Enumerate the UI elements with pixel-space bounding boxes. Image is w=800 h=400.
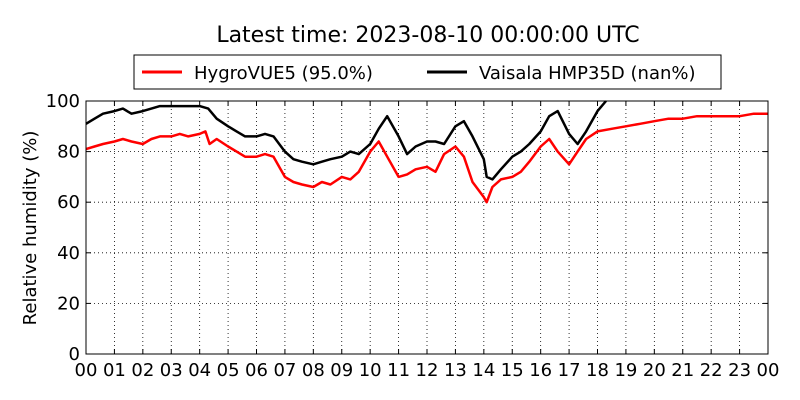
legend-label-hygrovue5: HygroVUE5 (95.0%) — [194, 63, 373, 84]
x-tick-label: 11 — [387, 360, 410, 381]
grid-lines — [86, 101, 768, 354]
x-tick-label: 07 — [273, 360, 296, 381]
plot-area-frame — [85, 100, 769, 355]
x-tick-label: 21 — [671, 360, 694, 381]
y-tick-labels: 0 20 40 60 80 100 — [46, 91, 80, 365]
y-tick-label: 40 — [57, 243, 80, 264]
series-line-vaisala — [85, 100, 607, 181]
x-tick-label: 14 — [472, 360, 495, 381]
x-tick-label: 22 — [700, 360, 723, 381]
x-tick-label: 05 — [217, 360, 240, 381]
y-tick-label: 20 — [57, 293, 80, 314]
x-tick-label: 03 — [160, 360, 183, 381]
x-tick-label: 23 — [728, 360, 751, 381]
y-tick-label: 0 — [69, 344, 80, 365]
x-tick-label: 01 — [103, 360, 126, 381]
x-tick-label: 20 — [643, 360, 666, 381]
chart-title: Latest time: 2023-08-10 00:00:00 UTC — [216, 23, 639, 48]
x-tick-label: 02 — [131, 360, 154, 381]
x-tick-label: 18 — [586, 360, 609, 381]
axis-ticks — [85, 100, 769, 355]
legend-label-vaisala: Vaisala HMP35D (nan%) — [479, 63, 696, 84]
y-tick-label: 80 — [57, 142, 80, 163]
x-tick-label: 12 — [416, 360, 439, 381]
x-tick-label: 00 — [75, 360, 98, 381]
x-tick-label: 17 — [558, 360, 581, 381]
x-tick-label: 04 — [188, 360, 211, 381]
x-tick-label: 16 — [529, 360, 552, 381]
x-tick-label: 13 — [444, 360, 467, 381]
x-tick-labels: 00 01 02 03 04 05 06 07 08 09 10 11 12 13 14 15 16 17 18 19… — [75, 360, 780, 381]
y-tick-label: 60 — [57, 192, 80, 213]
x-tick-label: 09 — [330, 360, 353, 381]
y-tick-label: 100 — [46, 91, 80, 112]
x-tick-label: 19 — [614, 360, 637, 381]
x-tick-label: 08 — [302, 360, 325, 381]
series-layer — [85, 100, 768, 204]
x-tick-label: 15 — [501, 360, 524, 381]
x-tick-label: 10 — [359, 360, 382, 381]
x-tick-label: 06 — [245, 360, 268, 381]
legend: HygroVUE5 (95.0%) Vaisala HMP35D (nan%) — [133, 54, 722, 90]
y-axis-label: Relative humidity (%) — [20, 131, 41, 326]
series-line-hygrovue5 — [85, 112, 768, 204]
x-tick-label: 00 — [757, 360, 780, 381]
